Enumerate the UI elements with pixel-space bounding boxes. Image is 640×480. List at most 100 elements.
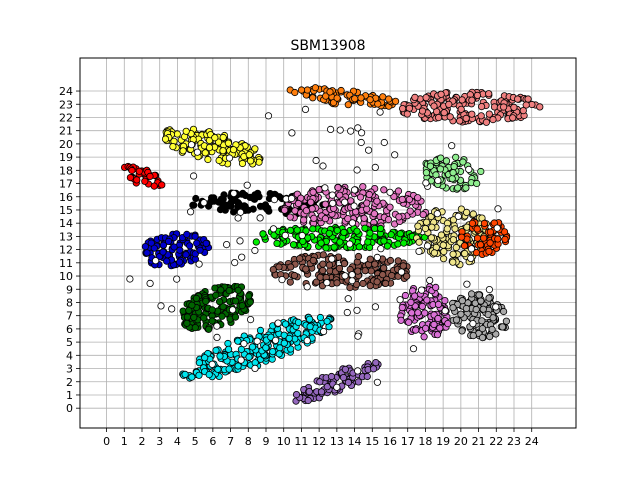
data-point [462,184,470,192]
data-point [340,228,348,236]
data-point [245,292,253,300]
data-point [371,163,379,171]
x-tick-label: 6 [209,435,216,448]
data-point [286,278,294,286]
data-point [309,94,317,102]
data-point [251,364,259,372]
data-point [334,184,342,192]
data-point [454,212,462,220]
data-point [195,260,203,268]
data-point [421,224,429,233]
data-point [486,228,494,236]
data-point [383,242,391,250]
data-point [213,322,221,330]
data-point [215,156,223,165]
data-point [444,319,452,328]
data-point [418,107,427,115]
data-point [359,279,367,288]
data-point [369,365,378,373]
x-tick-label: 18 [418,435,432,448]
data-point [319,327,328,336]
data-point [477,103,486,111]
data-point [343,308,351,317]
data-point [303,283,311,291]
data-point [225,365,233,373]
data-point [336,126,344,134]
data-point [353,306,361,314]
data-point [354,378,363,386]
data-point [321,184,329,192]
data-point [234,214,242,222]
x-axis-ticks: 0 1 2 3 4 5 6 7 8 9 10 11 12 13 14 15 16 17 18 19 20 21 22 23 24 [103,428,539,448]
data-point [205,325,213,333]
data-point [204,155,212,164]
data-point [347,127,355,135]
data-point [450,163,458,171]
data-point [344,101,352,109]
data-point [201,354,209,362]
data-point [245,353,253,361]
data-point [373,378,381,386]
data-point [188,301,196,309]
data-point [285,334,293,342]
data-point [452,153,460,161]
data-point [187,208,195,216]
data-point [176,258,184,266]
data-point [467,254,475,262]
data-point [333,279,341,287]
data-point [269,225,278,233]
y-tick-label: 10 [59,270,73,283]
data-point [190,313,198,321]
data-point [292,390,301,399]
data-point [468,110,476,118]
data-point [213,333,221,341]
x-tick-label: 22 [489,435,503,448]
data-point [469,319,477,328]
data-point [329,199,337,207]
data-point [386,256,395,265]
x-tick-label: 8 [245,435,252,448]
y-tick-label: 24 [59,85,73,98]
data-point [245,151,253,159]
data-point [298,231,306,240]
data-point [231,313,240,321]
data-point [398,105,407,113]
data-point [354,267,362,275]
data-point [403,110,411,118]
data-point [333,383,341,391]
data-point [380,138,388,147]
data-point [183,319,191,327]
data-point [312,156,320,165]
data-point [442,157,451,165]
data-point [309,225,317,233]
data-point [421,324,430,332]
data-point [482,118,490,126]
data-point [344,215,352,223]
data-point [280,206,289,214]
data-point [457,310,465,318]
data-point [395,213,403,221]
data-point [513,95,522,103]
data-point [348,219,356,227]
data-point [219,133,227,142]
data-point [161,135,170,143]
data-point [209,195,217,203]
data-point [494,235,502,243]
data-point [251,195,259,203]
data-point [294,199,302,208]
data-point [468,219,476,227]
data-point [195,371,203,379]
data-point [191,232,199,240]
y-tick-label: 6 [66,323,73,336]
data-point [411,93,419,102]
data-point [214,365,222,373]
data-point [419,211,427,219]
data-point [348,277,356,285]
y-tick-label: 23 [59,98,73,111]
data-point [430,320,438,329]
data-point [469,210,477,218]
data-point [510,103,518,112]
data-point [427,234,435,242]
data-point [183,313,191,321]
data-point [133,176,141,184]
